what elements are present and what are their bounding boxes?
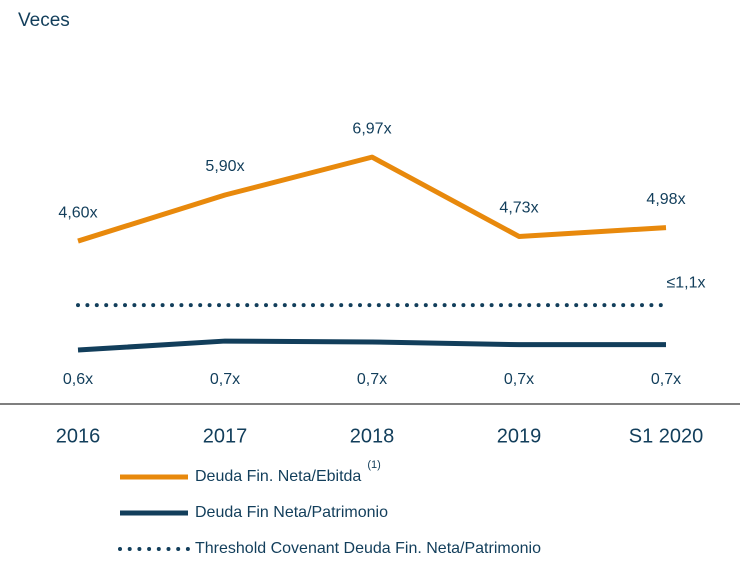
data-label: 6,97x: [352, 120, 391, 137]
data-label: 0,7x: [651, 371, 681, 388]
data-label: 0,6x: [63, 371, 93, 388]
data-label: 0,7x: [210, 371, 240, 388]
threshold-label: ≤1,1x: [666, 274, 705, 291]
legend-label: Deuda Fin Neta/Patrimonio: [195, 504, 388, 521]
x-tick-label: S1 2020: [629, 425, 704, 447]
x-tick-label: 2019: [497, 425, 542, 447]
legend-label: Deuda Fin. Neta/Ebitda: [195, 468, 361, 485]
x-tick-label: 2018: [350, 425, 395, 447]
data-label: 4,60x: [58, 204, 97, 221]
data-label: 0,7x: [504, 371, 534, 388]
data-label: 0,7x: [357, 371, 387, 388]
x-tick-label: 2017: [203, 425, 248, 447]
series-line: [77, 338, 666, 353]
legend-note: (1): [367, 459, 380, 471]
data-label: 5,90x: [205, 158, 244, 175]
data-label: 4,98x: [646, 191, 685, 208]
legend-label: Threshold Covenant Deuda Fin. Neta/Patri…: [195, 540, 541, 557]
chart-title: Veces: [18, 10, 70, 31]
series-line: [77, 154, 667, 244]
x-tick-label: 2016: [56, 425, 101, 447]
data-label: 4,73x: [499, 200, 538, 217]
